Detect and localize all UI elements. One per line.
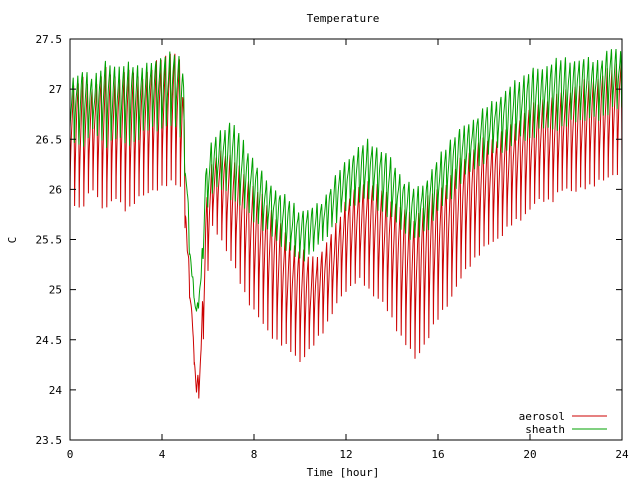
series-layer [69, 48, 623, 399]
y-tick-label-4: 25.5 [36, 234, 63, 247]
plot-frame [69, 38, 623, 441]
chart-title: Temperature [307, 12, 380, 25]
y-tick-label-5: 26 [49, 183, 62, 196]
x-tick-label-3: 12 [339, 448, 352, 461]
ticks-layer: 0 4 8 12 16 20 24 23.5 24 24.5 25 25.5 26 26.5 27 27.5 [36, 33, 629, 461]
y-tick-label-1: 24 [49, 384, 63, 397]
y-axis-label: C [6, 237, 19, 244]
y-tick-label-0: 23.5 [36, 434, 63, 447]
x-tick-label-2: 8 [251, 448, 258, 461]
series-line-aerosol [69, 53, 623, 399]
y-tick-label-7: 27 [49, 83, 62, 96]
legend: aerosol sheath [519, 410, 607, 436]
y-tick-label-2: 24.5 [36, 334, 63, 347]
x-tick-label-1: 4 [159, 448, 166, 461]
x-tick-label-6: 24 [615, 448, 629, 461]
x-axis-label: Time [hour] [307, 466, 380, 479]
y-tick-label-8: 27.5 [36, 33, 63, 46]
series-line-sheath [69, 48, 623, 312]
y-tick-label-6: 26.5 [36, 133, 63, 146]
legend-label-aerosol: aerosol [519, 410, 565, 423]
y-tick-label-3: 25 [49, 284, 62, 297]
x-tick-label-4: 16 [431, 448, 444, 461]
x-tick-label-5: 20 [523, 448, 536, 461]
legend-label-sheath: sheath [525, 423, 565, 436]
x-tick-label-0: 0 [67, 448, 74, 461]
